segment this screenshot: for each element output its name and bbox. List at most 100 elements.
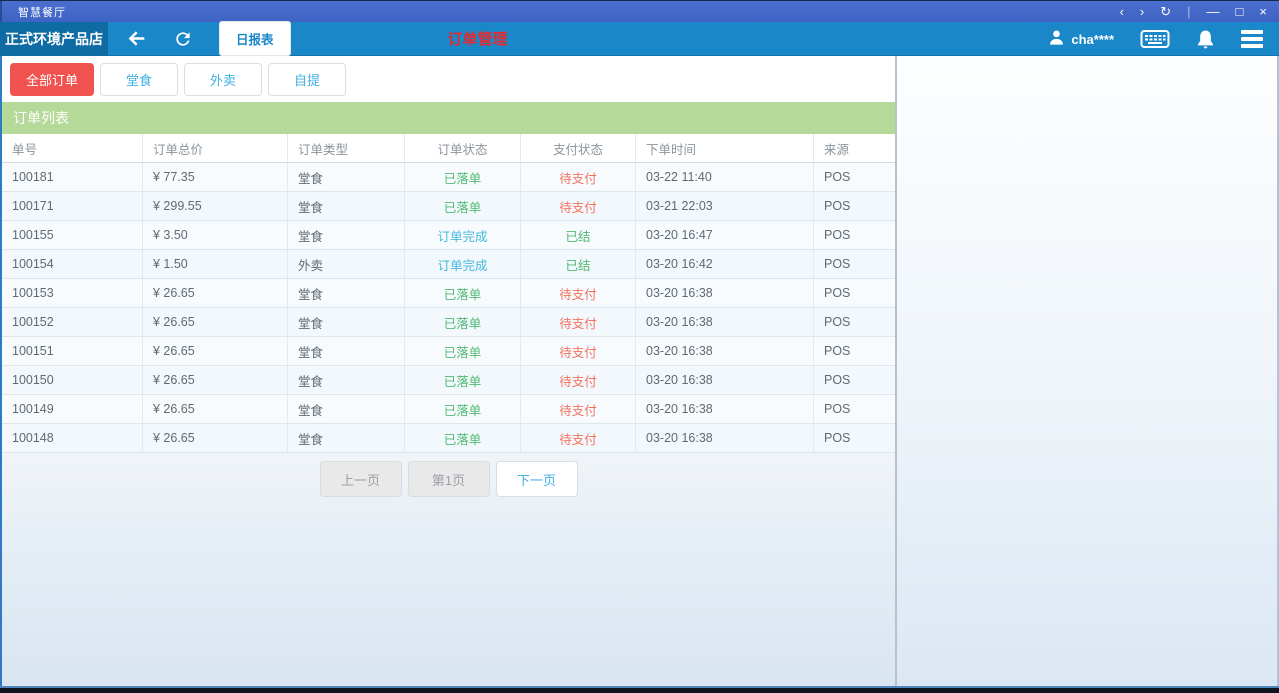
hamburger-menu-icon[interactable] — [1241, 30, 1263, 48]
table-row[interactable]: 100152 ¥ 26.65 堂食 已落单 待支付 03-20 16:38 POS — [2, 308, 895, 337]
cell-type: 堂食 — [288, 308, 405, 336]
cell-source: POS — [824, 373, 851, 387]
cell-pay-status: 待支付 — [521, 279, 636, 307]
title-bar: 智慧餐厅 ‹ › ↻ | — □ × — [0, 1, 1279, 22]
nav-forward-button[interactable]: › — [1139, 3, 1145, 19]
cell-status: 已落单 — [405, 366, 521, 394]
cell-pay-status: 待支付 — [521, 337, 636, 365]
store-name-button[interactable]: 正式环境产品店 — [0, 21, 108, 56]
daily-report-button[interactable]: 日报表 — [219, 21, 291, 56]
cell-time: 03-20 16:47 — [636, 221, 814, 249]
table-row[interactable]: 100153 ¥ 26.65 堂食 已落单 待支付 03-20 16:38 POS — [2, 279, 895, 308]
pagination: 上一页 第1页 下一页 — [319, 461, 578, 497]
column-header: 下单时间 — [636, 134, 814, 162]
cell-source: POS — [824, 170, 851, 184]
table-row[interactable]: 100150 ¥ 26.65 堂食 已落单 待支付 03-20 16:38 POS — [2, 366, 895, 395]
cell-pay-status: 待支付 — [521, 163, 636, 191]
cell-type: 堂食 — [288, 163, 405, 191]
bell-icon[interactable] — [1196, 29, 1215, 50]
cell-source: POS — [824, 257, 851, 271]
table-row[interactable]: 100181 ¥ 77.35 堂食 已落单 待支付 03-22 11:40 POS — [2, 163, 895, 192]
cell-source: POS — [824, 402, 851, 416]
cell-status: 已落单 — [405, 424, 521, 452]
refresh-icon[interactable] — [173, 29, 193, 49]
restore-button[interactable]: □ — [1235, 3, 1244, 19]
cell-pay-status: 待支付 — [521, 308, 636, 336]
cell-type: 堂食 — [288, 279, 405, 307]
user-menu[interactable]: cha**** — [1049, 30, 1114, 48]
cell-status: 已落单 — [405, 308, 521, 336]
cell-total: ¥ 3.50 — [143, 221, 288, 249]
next-page-button[interactable]: 下一页 — [495, 461, 578, 497]
minimize-button[interactable]: — — [1206, 3, 1220, 19]
cell-total: ¥ 26.65 — [143, 395, 288, 423]
control-divider: | — [1187, 3, 1191, 19]
filter-bar: 全部订单 堂食 外卖 自提 — [2, 56, 895, 102]
filter-takeout-button[interactable]: 外卖 — [184, 62, 263, 96]
table-row[interactable]: 100171 ¥ 299.55 堂食 已落单 待支付 03-21 22:03 POS — [2, 192, 895, 221]
cell-type: 堂食 — [288, 366, 405, 394]
cell-source: POS — [824, 199, 851, 213]
cell-pay-status: 已结 — [521, 221, 636, 249]
cell-source: POS — [824, 344, 851, 358]
cell-type: 堂食 — [288, 395, 405, 423]
cell-order-id: 100154 — [2, 250, 143, 278]
cell-time: 03-22 11:40 — [636, 163, 814, 191]
cell-status: 已落单 — [405, 395, 521, 423]
cell-total: ¥ 26.65 — [143, 424, 288, 452]
cell-pay-status: 待支付 — [521, 395, 636, 423]
reload-button[interactable]: ↻ — [1160, 3, 1172, 19]
column-header: 来源 — [824, 142, 850, 157]
table-row[interactable]: 100155 ¥ 3.50 堂食 订单完成 已结 03-20 16:47 POS — [2, 221, 895, 250]
back-arrow-icon[interactable] — [126, 28, 147, 49]
cell-pay-status: 待支付 — [521, 192, 636, 220]
table-body: 100181 ¥ 77.35 堂食 已落单 待支付 03-22 11:40 POS 10017… — [2, 163, 895, 453]
column-header: 支付状态 — [521, 134, 636, 162]
cell-time: 03-20 16:38 — [636, 424, 814, 452]
close-button[interactable]: × — [1259, 3, 1267, 19]
table-row[interactable]: 100148 ¥ 26.65 堂食 已落单 待支付 03-20 16:38 POS — [2, 424, 895, 453]
filter-pickup-button[interactable]: 自提 — [268, 62, 347, 96]
filter-all-button[interactable]: 全部订单 — [10, 62, 95, 96]
cell-status: 已落单 — [405, 163, 521, 191]
nav-back-button[interactable]: ‹ — [1119, 3, 1124, 19]
cell-time: 03-21 22:03 — [636, 192, 814, 220]
content-footer-area: 上一页 第1页 下一页 — [2, 453, 895, 686]
cell-time: 03-20 16:38 — [636, 395, 814, 423]
cell-status: 已落单 — [405, 279, 521, 307]
content-column: 全部订单 堂食 外卖 自提 订单列表 单号 订单总价 订单类型 订单状态 支付状态 下单时间 来源… — [2, 56, 895, 686]
cell-time: 03-20 16:38 — [636, 337, 814, 365]
cell-type: 堂食 — [288, 221, 405, 249]
cell-time: 03-20 16:38 — [636, 279, 814, 307]
cell-total: ¥ 26.65 — [143, 279, 288, 307]
cell-time: 03-20 16:42 — [636, 250, 814, 278]
column-header: 订单总价 — [143, 134, 288, 162]
cell-total: ¥ 77.35 — [143, 163, 288, 191]
nav-bar: 正式环境产品店 日报表 订单管理 cha**** — [0, 21, 1279, 56]
filter-dine-in-button[interactable]: 堂食 — [100, 62, 179, 96]
cell-type: 堂食 — [288, 337, 405, 365]
table-row[interactable]: 100149 ¥ 26.65 堂食 已落单 待支付 03-20 16:38 POS — [2, 395, 895, 424]
main-area: 全部订单 堂食 外卖 自提 订单列表 单号 订单总价 订单类型 订单状态 支付状态 下单时间 来源… — [0, 56, 1279, 686]
cell-order-id: 100150 — [2, 366, 143, 394]
table-header-row: 单号 订单总价 订单类型 订单状态 支付状态 下单时间 来源 — [2, 134, 895, 163]
table-row[interactable]: 100154 ¥ 1.50 外卖 订单完成 已结 03-20 16:42 POS — [2, 250, 895, 279]
cell-order-id: 100149 — [2, 395, 143, 423]
cell-source: POS — [824, 286, 851, 300]
cell-pay-status: 待支付 — [521, 366, 636, 394]
cell-status: 已落单 — [405, 192, 521, 220]
window-title: 智慧餐厅 — [18, 6, 66, 19]
column-header: 订单类型 — [288, 134, 405, 162]
right-panel — [897, 56, 1277, 686]
cell-total: ¥ 1.50 — [143, 250, 288, 278]
cell-total: ¥ 26.65 — [143, 308, 288, 336]
table-row[interactable]: 100151 ¥ 26.65 堂食 已落单 待支付 03-20 16:38 POS — [2, 337, 895, 366]
cell-total: ¥ 26.65 — [143, 337, 288, 365]
cell-time: 03-20 16:38 — [636, 366, 814, 394]
username: cha**** — [1071, 31, 1114, 47]
keyboard-icon[interactable] — [1140, 29, 1170, 49]
cell-time: 03-20 16:38 — [636, 308, 814, 336]
cell-type: 外卖 — [288, 250, 405, 278]
cell-source: POS — [824, 431, 851, 445]
cell-status: 已落单 — [405, 337, 521, 365]
